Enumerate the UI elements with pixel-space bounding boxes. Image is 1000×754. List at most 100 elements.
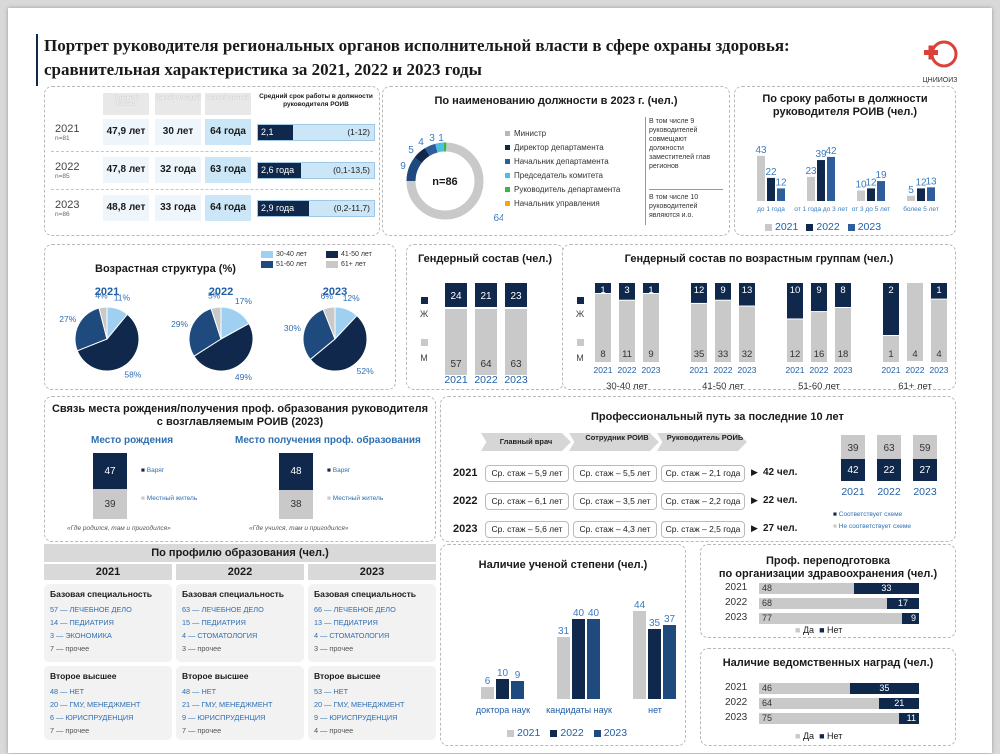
education-varyag-legend: ■ Варяг (327, 467, 350, 474)
ga-year-label: 2022 (906, 365, 925, 375)
position-legend-item: Председатель комитета (505, 171, 635, 180)
tenure-bar (757, 156, 765, 201)
age-legend-item: 30-40 лет (261, 251, 326, 258)
awards-year: 2021 (725, 682, 747, 693)
degree-legend-label: 2021 (517, 727, 540, 739)
edu-base-item: 57 — ЛЕЧЕБНОЕ ДЕЛО (50, 605, 166, 614)
legend-swatch (505, 201, 510, 206)
position-panel: По наименованию должности в 2023 г. (чел… (382, 86, 730, 236)
ga-m-value: 33 (718, 349, 729, 360)
tenure-bar (927, 187, 935, 201)
edu-base-other: 3 — прочее (182, 644, 298, 653)
position-legend-item: Министр (505, 129, 635, 138)
age-legend-item: 41-50 лет (326, 251, 391, 258)
awards-yes-seg: 75 (759, 713, 899, 724)
degree-bar (511, 681, 524, 699)
page-title: Портрет руководителя региональных органо… (44, 36, 790, 56)
tenure-title: По сроку работы в должности руководителя… (735, 93, 955, 119)
edu-second-item: 20 — ГМУ, МЕНЕДЖМЕНТ (314, 700, 430, 709)
summary-cell: 64 года (205, 195, 251, 221)
ga-f-value: 12 (694, 285, 705, 296)
retraining-title-1: Проф. переподготовка (701, 555, 955, 567)
ga-m-value: 4 (912, 349, 917, 360)
step-chief-doctor: Главный врач (481, 433, 571, 451)
tenure-bar-label: 42 (825, 146, 837, 157)
summary-tenure-bar: 2,6 года (258, 163, 301, 178)
ga-f-value: 1 (936, 285, 941, 296)
degree-legend-item: 2023 (594, 727, 627, 739)
degree-legend-item: 2021 (507, 727, 540, 739)
age-pie-label: 27% (59, 314, 76, 324)
gender-f-value: 24 (450, 291, 462, 302)
ga-f-value: 8 (840, 285, 845, 296)
legend-local-label-2: Местный житель (333, 495, 384, 502)
legend-varyag-label: Варяг (147, 467, 164, 474)
donut-value-label: 3 (429, 133, 435, 144)
birthplace-varyag-legend: ■ Варяг (141, 467, 164, 474)
position-legend-label: Председатель комитета (514, 171, 603, 180)
awards-legend: ■ Да ■ Нет (795, 731, 842, 741)
legend-swatch (261, 251, 273, 258)
age-legend-label: 41-50 лет (341, 251, 372, 258)
match-year-label: 2021 (841, 486, 865, 498)
legend-swatch (550, 730, 557, 737)
awards-year: 2022 (725, 697, 747, 708)
summary-n: n=86 (55, 211, 70, 218)
ga-f-swatch (577, 297, 584, 304)
degree-bar-label: 9 (515, 670, 521, 681)
retrain-year: 2021 (725, 582, 747, 593)
legend-swatch (765, 224, 772, 231)
birthplace-panel: Связь места рождения/получения проф. обр… (44, 396, 436, 542)
legend-no: Нет (827, 625, 842, 635)
degree-category-label: доктора наук (476, 705, 530, 715)
edu-second-heading: Второе высшее (314, 671, 430, 681)
birthplace-varyag-bar: 47 (93, 453, 127, 489)
education-note: «Где учился, там и пригодился» (249, 525, 349, 532)
degree-bar-label: 44 (634, 600, 646, 611)
tenure-bar-label: 23 (805, 166, 817, 177)
edu-base-item: 15 — ПЕДИАТРИЯ (182, 618, 298, 627)
tenure-category-label: от 1 года до 3 лет (794, 206, 847, 213)
tenure-legend-label: 2022 (816, 221, 839, 233)
degree-bar-label: 40 (573, 608, 585, 619)
ga-f-value: 10 (790, 285, 801, 296)
match-yes-value: 27 (919, 465, 931, 476)
summary-col-header: Самый зрелый (205, 93, 251, 115)
summary-cell: 32 года (155, 157, 201, 183)
position-legend-label: Министр (514, 129, 546, 138)
edu-base-other: 7 — прочее (50, 644, 166, 653)
ga-f-value: 9 (720, 285, 725, 296)
legend-varyag-label-2: Варяг (333, 467, 350, 474)
gender-m-swatch (421, 339, 428, 346)
summary-cell: 64 года (205, 119, 251, 145)
legend-yes-awards: Да (803, 731, 814, 741)
path-step-chip: Ср. стаж – 2,5 года (661, 521, 745, 538)
degree-bar-label: 10 (497, 668, 509, 679)
position-legend-label: Руководитель департамента (514, 185, 620, 194)
position-note-2: В том числе 10 руководителей являются и.… (649, 193, 723, 220)
donut-value-label: 64 (493, 213, 503, 224)
legend-swatch (261, 261, 273, 268)
birthplace-local-legend: ■ Местный житель (141, 495, 197, 502)
summary-tenure-bar-bg: 2,9 года(0,2-11,7) (257, 200, 375, 217)
ga-year-label: 2023 (834, 365, 853, 375)
edu-base-item: 66 — ЛЕЧЕБНОЕ ДЕЛО (314, 605, 430, 614)
awards-year: 2023 (725, 712, 747, 723)
gender-title: Гендерный состав (чел.) (407, 253, 563, 265)
edu-second-item: 9 — ЮРИСПРУДЕНЦИЯ (314, 713, 430, 722)
legend-swatch (848, 224, 855, 231)
match-yes-value: 22 (883, 465, 895, 476)
tenure-legend-label: 2021 (775, 221, 798, 233)
age-title: Возрастная структура (%) (95, 263, 236, 275)
ga-m-value: 12 (790, 349, 801, 360)
ga-year-label: 2023 (930, 365, 949, 375)
gender-age-panel: Гендерный состав по возрастным группам (… (562, 244, 956, 390)
birthplace-subtitle: Место рождения (91, 435, 173, 446)
edu-year: 2023 (308, 564, 436, 580)
position-title: По наименованию должности в 2023 г. (чел… (383, 95, 729, 107)
